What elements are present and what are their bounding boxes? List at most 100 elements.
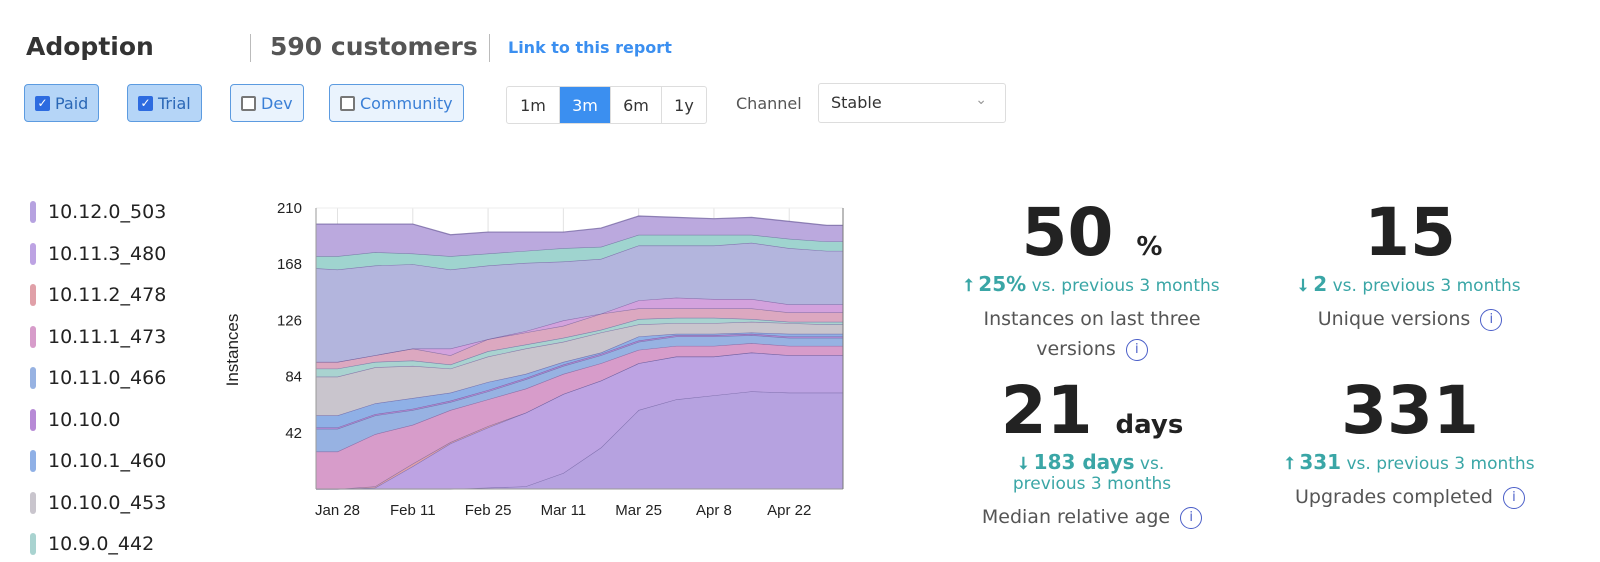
range-6m[interactable]: 6m [611,87,662,123]
stat-comparison: ⭣ 2 vs. previous 3 months [1250,272,1570,296]
stat-card: 50 % ⭡ 25% vs. previous 3 months Instances… [932,200,1252,364]
stat-unit: % [1136,232,1163,262]
legend-item[interactable]: 10.11.3_480 [30,242,167,265]
range-3m[interactable]: 3m [560,87,611,123]
stat-value: 21 days [932,378,1252,444]
legend-item[interactable]: 10.9.0_442 [30,533,154,555]
x-tick-label: Feb 25 [465,502,512,519]
stat-label: Unique versions i [1250,304,1570,334]
channel-select[interactable]: Stable ⌄ [818,83,1006,123]
stat-label: Instances on last three versions i [932,304,1252,364]
divider [250,34,251,62]
legend-swatch [30,201,36,223]
info-icon[interactable]: i [1180,506,1203,529]
checkbox-checked-icon[interactable]: ✓ [35,95,50,111]
time-range-selector: 1m 3m 6m 1y [506,86,707,124]
stat-comparison-text: vs. previous 3 months [1031,276,1220,296]
checkbox-checked-icon[interactable]: ✓ [138,95,153,111]
arrow-down-icon: ⭣ [1299,276,1314,296]
channel-value: Stable [831,93,882,112]
info-icon[interactable]: i [1502,486,1525,509]
channel-label: Channel [736,94,802,113]
filter-community[interactable]: Community [329,84,464,122]
stacked-area-chart: Jan 28 Feb 11 Feb 25 Mar 11 Mar 25 Apr 8 Apr 2… [223,200,844,519]
filter-trial[interactable]: ✓ Trial [127,84,202,122]
legend-label: 10.10.1_460 [48,450,167,472]
info-icon[interactable]: i [1125,338,1148,361]
stat-delta: 25% [978,272,1027,296]
area-series-11[interactable] [316,242,843,362]
legend-swatch [30,450,36,472]
stat-card: 331 ⭡ 331 vs. previous 3 months Upgrades c… [1250,378,1570,512]
legend-item[interactable]: 10.12.0_503 [30,201,166,223]
stat-number: 50 [1021,194,1114,271]
x-tick-label: Mar 11 [541,502,587,519]
stat-label-text: Unique versions [1317,308,1471,330]
legend-swatch [30,325,36,348]
area-10.12.0_503[interactable] [316,391,843,489]
stat-comparison-text: vs. previous 3 months [1332,276,1521,296]
filter-label: Community [360,93,453,113]
legend-item[interactable]: 10.11.1_473 [30,325,166,348]
range-1y[interactable]: 1y [674,95,694,115]
stat-comparison: ⭡ 331 vs. previous 3 months [1250,450,1570,474]
info-icon[interactable]: i [1480,308,1503,331]
x-tick-label: Jan 28 [315,502,360,519]
y-tick-label: 168 [277,256,302,273]
stat-comparison: ⭣ 183 days vs. previous 3 months [932,450,1252,494]
legend-label: 10.10.0_453 [48,491,167,514]
y-tick-label: 84 [285,369,302,386]
legend-swatch [30,533,36,555]
stat-comparison: ⭡ 25% vs. previous 3 months [932,272,1252,296]
legend-swatch [30,284,36,306]
report-link[interactable]: Link to this report [508,38,672,57]
checkbox-empty-icon[interactable] [241,95,256,111]
stat-number: 21 [1000,372,1093,449]
legend-label: 10.11.3_480 [48,242,167,265]
x-tick-label: Mar 25 [615,502,662,519]
legend-item[interactable]: 10.10.0 [30,408,121,431]
legend-item[interactable]: 10.10.1_460 [30,450,166,472]
area-series-13[interactable] [316,216,843,257]
area-10.11.1_473[interactable] [316,343,843,489]
stat-value: 50 % [932,200,1252,266]
x-tick-label: Apr 8 [696,502,732,519]
checkbox-empty-icon[interactable] [340,95,355,111]
page-title: Adoption [26,32,154,61]
area-series-9[interactable] [316,308,843,369]
stat-label-text: Median relative age [981,506,1171,528]
legend-item[interactable]: 10.10.0_453 [30,491,167,514]
legend-swatch [30,367,36,389]
legend-swatch [30,408,36,431]
filter-label: Dev [261,93,293,113]
stat-unit: days [1115,410,1184,440]
stat-label: Median relative age i [932,502,1252,532]
filter-dev[interactable]: Dev [230,84,304,122]
stat-delta: 331 [1299,450,1342,474]
legend-item[interactable]: 10.11.0_466 [30,367,166,389]
legend-label: 10.10.0 [48,408,121,431]
stat-card: 21 days ⭣ 183 days vs. previous 3 months M… [932,378,1252,532]
y-tick-label: 210 [277,200,302,217]
filter-paid[interactable]: ✓ Paid [24,84,100,122]
area-10.11.3_480[interactable] [316,352,843,489]
range-1m[interactable]: 1m [507,87,560,123]
legend-item[interactable]: 10.11.2_478 [30,284,166,306]
y-tick-label: 126 [277,312,302,329]
y-axis-label: Instances [223,314,242,387]
area-10.10.0_453[interactable] [316,321,843,416]
legend-swatch [30,491,36,514]
legend-label: 10.12.0_503 [48,201,167,223]
area-series-12[interactable] [316,234,843,270]
x-tick-label: Feb 11 [390,502,436,519]
arrow-down-icon: ⭣ [1019,454,1034,474]
legend-label: 10.11.2_478 [48,284,167,306]
arrow-up-icon: ⭡ [1285,454,1300,474]
stat-card: 15 ⭣ 2 vs. previous 3 months Unique versio… [1250,200,1570,334]
customer-count: 590 customers [270,32,478,61]
filter-label: Paid [55,93,89,113]
area-edge-line [316,215,843,236]
stat-comparison-text: vs. previous 3 months [1012,454,1172,494]
stat-label: Upgrades completed i [1250,482,1570,512]
legend-label: 10.11.0_466 [48,367,167,389]
